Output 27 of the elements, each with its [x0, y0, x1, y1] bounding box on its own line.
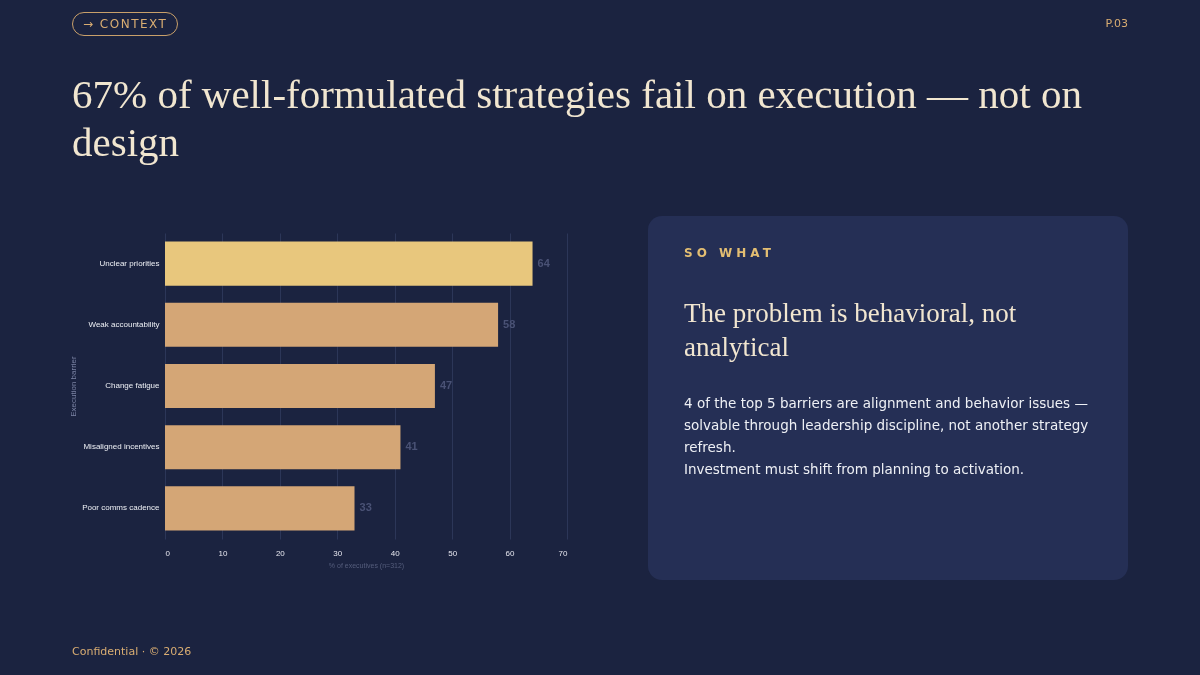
text: P.03 — [1105, 17, 1128, 30]
x-tick-label: 30 — [333, 548, 343, 558]
bar — [165, 425, 401, 470]
chart-title: 67% of well-formulated strategies fail on execution — not on design — [72, 70, 1083, 166]
y-tick-label: Change fatigue — [105, 381, 161, 390]
x-tick-label: 60 — [505, 548, 516, 558]
text: Investment must shift from planning to activation. — [684, 460, 1026, 479]
x-tick-label: 40 — [390, 548, 401, 558]
y-axis-title: Execution barrier — [69, 355, 79, 417]
text: The problem is behavioral, not analytical — [684, 297, 1018, 364]
text: Confidential · © 2026 — [72, 645, 192, 658]
text: → CONTEXT — [72, 12, 179, 36]
x-tick-label: 0 — [165, 548, 171, 558]
y-tick-label: Misaligned incentives — [83, 442, 160, 452]
bar — [165, 363, 435, 409]
x-tick-label: 50 — [448, 548, 458, 558]
x-tick-label: 10 — [218, 548, 228, 558]
y-tick-label: Poor comms cadence — [82, 503, 161, 513]
y-tick-label: Weak accountability — [88, 319, 160, 329]
y-tick-label: Unclear priorities — [99, 258, 160, 268]
bar — [165, 302, 499, 347]
x-tick-label: 70 — [558, 548, 569, 558]
bar — [165, 486, 355, 531]
x-tick-label: 20 — [275, 548, 286, 558]
text: 4 of the top 5 barriers are alignment and behavior issues — solvable through leadership discipline, not another strategy refresh. — [684, 394, 1090, 457]
bar — [165, 241, 533, 286]
text: SO WHAT — [684, 246, 775, 260]
